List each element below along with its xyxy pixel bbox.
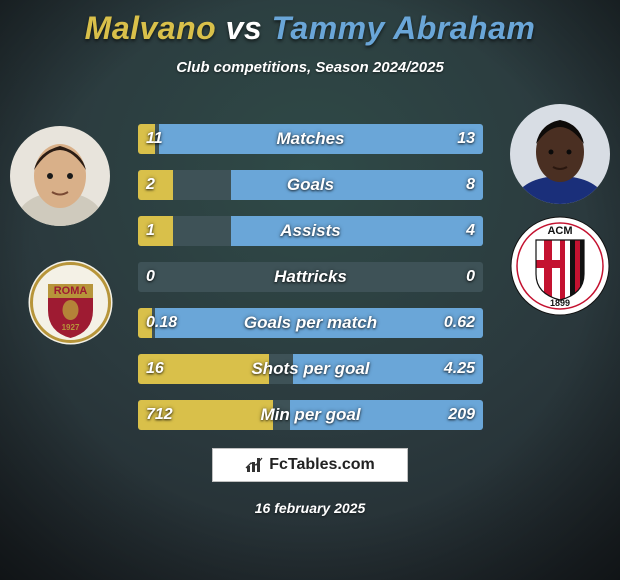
branding-box: FcTables.com [212, 448, 408, 482]
stat-label: Goals [138, 170, 483, 200]
subtitle: Club competitions, Season 2024/2025 [0, 59, 620, 76]
crest-year-left: 1927 [62, 323, 80, 332]
stat-value-right: 4.25 [444, 354, 475, 384]
stat-bars: 11Matches13 2Goals8 1Assists4 0Hattricks0 0.… [138, 124, 483, 446]
date-label: 16 february 2025 [0, 500, 620, 516]
stat-value-right: 4 [466, 216, 475, 246]
stat-value-right: 0 [466, 262, 475, 292]
page-title: Malvano vs Tammy Abraham [0, 0, 620, 47]
stat-row: 2Goals8 [138, 170, 483, 200]
stat-label: Hattricks [138, 262, 483, 292]
stat-label: Min per goal [138, 400, 483, 430]
stat-label: Assists [138, 216, 483, 246]
stat-row: 0Hattricks0 [138, 262, 483, 292]
title-vs: vs [216, 10, 271, 46]
stat-value-right: 13 [457, 124, 475, 154]
club-crest-right: ACM 1899 [510, 216, 610, 316]
player-avatar-left [10, 126, 110, 226]
stat-label: Shots per goal [138, 354, 483, 384]
branding-text: FcTables.com [269, 456, 375, 474]
chart-icon [245, 456, 265, 474]
stat-label: Goals per match [138, 308, 483, 338]
stat-row: 712Min per goal209 [138, 400, 483, 430]
stat-row: 1Assists4 [138, 216, 483, 246]
stat-value-right: 8 [466, 170, 475, 200]
stat-value-right: 0.62 [444, 308, 475, 338]
stat-label: Matches [138, 124, 483, 154]
title-player-right: Tammy Abraham [272, 10, 536, 46]
comparison-card: Malvano vs Tammy Abraham Club competitio… [0, 0, 620, 580]
stat-row: 0.18Goals per match0.62 [138, 308, 483, 338]
crest-text-left: ROMA [54, 285, 88, 297]
title-player-left: Malvano [85, 10, 217, 46]
stat-row: 16Shots per goal4.25 [138, 354, 483, 384]
stat-row: 11Matches13 [138, 124, 483, 154]
stat-value-right: 209 [448, 400, 475, 430]
club-crest-left: ROMA 1927 [28, 260, 113, 345]
crest-text-right: ACM [547, 225, 572, 237]
player-avatar-right [510, 104, 610, 204]
